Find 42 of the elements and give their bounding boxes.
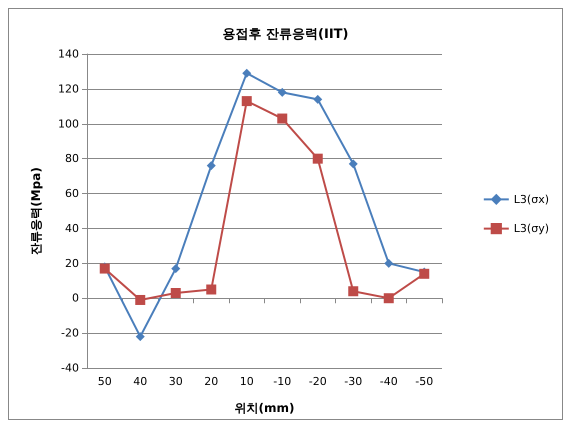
x-axis-title: 위치(mm) xyxy=(234,401,294,415)
y-axis-title: 잔류응력(Mpa) xyxy=(29,167,43,255)
x-tick-label: 10 xyxy=(240,375,254,388)
y-tick-label: -40 xyxy=(61,362,79,374)
x-tick-label: -20 xyxy=(308,375,327,388)
x-tick-label: -40 xyxy=(380,375,398,388)
point xyxy=(277,114,288,124)
legend-label: L3(σy) xyxy=(514,222,550,236)
legend-label: L3(σx) xyxy=(514,192,550,206)
x-tick-label: -50 xyxy=(415,375,434,388)
y-tick-label: 0 xyxy=(72,292,79,305)
point xyxy=(171,264,180,274)
y-tick-label: 80 xyxy=(65,152,79,166)
x-tick-label: -10 xyxy=(273,375,292,388)
point xyxy=(242,96,252,106)
point xyxy=(313,94,322,104)
y-tick-label: 20 xyxy=(65,256,79,270)
chart-title: 용접후 잔류응력(IIT) xyxy=(222,27,348,42)
x-tick-label: 30 xyxy=(168,375,183,388)
x-tick-label: 20 xyxy=(204,375,218,388)
point xyxy=(278,88,287,97)
point xyxy=(136,332,145,342)
point xyxy=(206,284,216,294)
point xyxy=(242,68,252,78)
x-tick-label: 50 xyxy=(98,375,112,388)
point xyxy=(312,154,323,164)
point xyxy=(384,293,394,304)
x-tick-label: 40 xyxy=(133,375,148,388)
y-tick-label: 120 xyxy=(58,82,79,96)
y-tick-label: 60 xyxy=(65,187,79,200)
y-tick-label: 140 xyxy=(58,48,79,60)
y-tick-label: 100 xyxy=(58,117,79,130)
point xyxy=(170,288,181,298)
point xyxy=(100,264,110,274)
point xyxy=(135,294,146,305)
point xyxy=(348,286,358,296)
point xyxy=(348,159,358,168)
point xyxy=(206,161,216,170)
y-tick-label: -20 xyxy=(61,326,79,340)
point xyxy=(384,258,394,268)
y-tick-label: 40 xyxy=(65,222,79,235)
x-tick-label: -30 xyxy=(344,375,362,388)
